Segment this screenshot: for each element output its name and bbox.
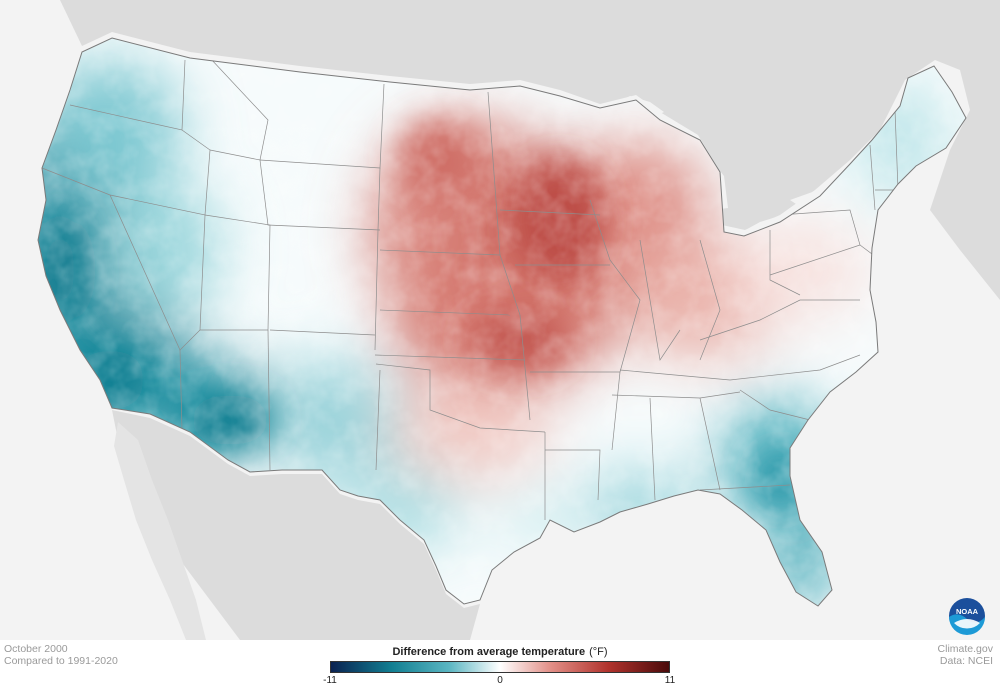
credit-label: Climate.gov [937, 643, 993, 655]
map-footer: October 2000 Compared to 1991-2020 Diffe… [0, 640, 1000, 690]
baja-peninsula [114, 422, 206, 640]
map-credits: Climate.gov Data: NCEI [938, 643, 993, 667]
svg-text:NOAA: NOAA [956, 607, 979, 616]
temperature-anomaly-map [37, 0, 1000, 640]
canada-land [60, 0, 1000, 300]
legend-unit: (°F) [589, 646, 608, 658]
source-label: Data: NCEI [939, 655, 993, 667]
period-label: October 2000 [4, 643, 68, 655]
legend-max-label: 11 [664, 675, 676, 686]
map-metadata: October 2000 Compared to 1991-2020 [4, 643, 118, 667]
legend-color-bar [330, 661, 670, 673]
legend-mid-label: 0 [497, 675, 503, 686]
noaa-logo: NOAA [948, 597, 986, 635]
baseline-label: Compared to 1991-2020 [4, 655, 118, 667]
legend-min-label: -11 [323, 675, 337, 686]
legend-title-text: Difference from average temperature [392, 646, 586, 658]
state-borders [41, 57, 935, 520]
mexico-land [112, 410, 480, 640]
surrounding-land [60, 0, 1000, 640]
legend-title: Difference from average temperature (°F) [0, 646, 1000, 658]
